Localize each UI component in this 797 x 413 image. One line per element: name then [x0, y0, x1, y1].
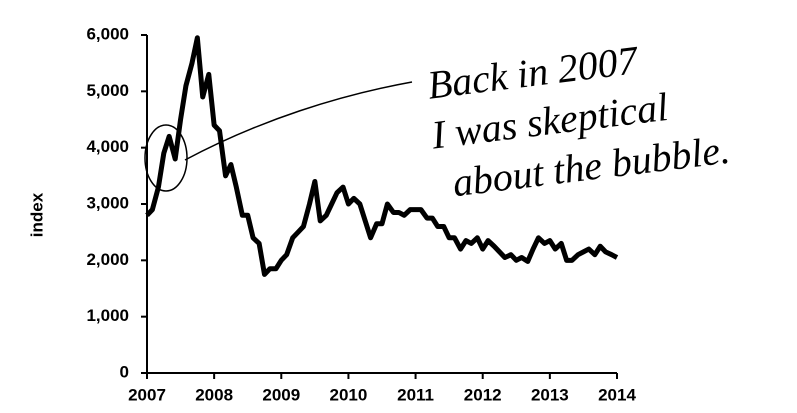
x-tick-label: 2011: [397, 385, 434, 404]
y-axis-label: index: [27, 192, 46, 237]
highlight-circle: [144, 124, 188, 192]
data-line: [145, 35, 619, 277]
y-tick-label: 6,000: [86, 24, 129, 43]
x-tick-label: 2007: [128, 385, 166, 404]
y-tick-label: 1,000: [86, 306, 129, 325]
x-tick-label: 2014: [598, 385, 636, 404]
y-tick-label: 0: [120, 362, 129, 381]
x-tick-label: 2009: [262, 385, 300, 404]
y-tick-label: 2,000: [86, 250, 129, 269]
y-tick-label: 3,000: [86, 193, 129, 212]
annotation-pointer: [184, 81, 413, 161]
y-tick-label: 4,000: [86, 137, 129, 156]
x-tick-label: 2008: [195, 385, 233, 404]
annotation: Back in 2007 I was skeptical about the b…: [425, 37, 732, 205]
x-tick-label: 2010: [330, 385, 368, 404]
x-tick-label: 2012: [464, 385, 502, 404]
y-tick-label: 5,000: [86, 81, 129, 100]
x-tick-label: 2013: [531, 385, 569, 404]
